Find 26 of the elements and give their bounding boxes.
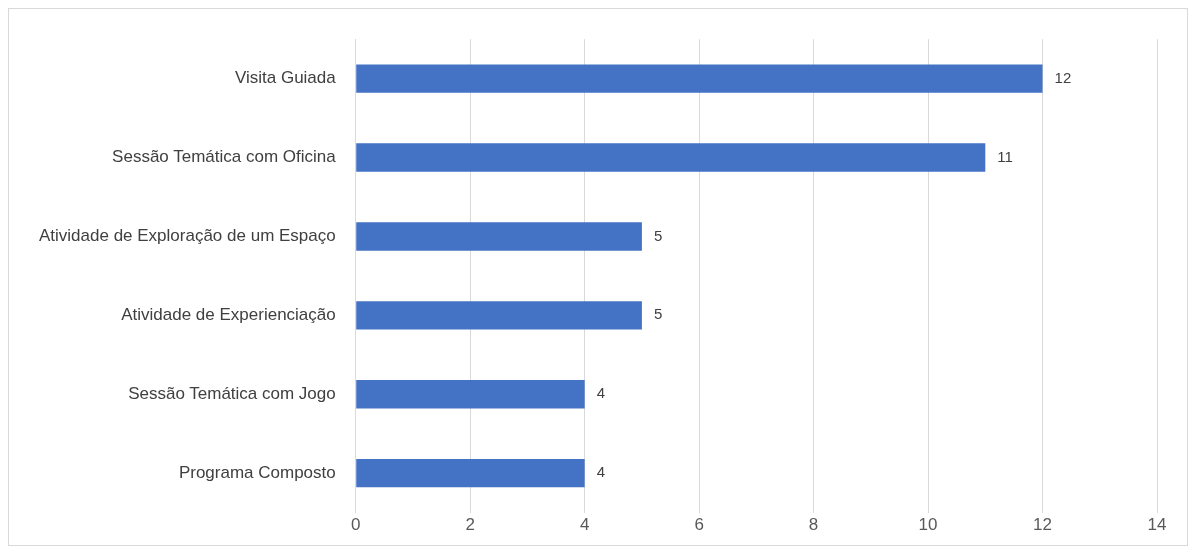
x-tick-label: 12 [1033, 515, 1052, 535]
x-tick-label: 14 [1147, 515, 1167, 535]
data-label: 4 [596, 463, 606, 481]
y-tick-label: Sessão Temática com Oficina [112, 147, 337, 167]
bar [356, 64, 1043, 93]
bar [356, 222, 642, 251]
x-tick-label: 4 [579, 515, 590, 535]
data-label: 12 [1054, 68, 1072, 86]
bar [356, 301, 642, 330]
x-tick-label: 0 [351, 515, 361, 535]
y-tick-label: Visita Guiada [234, 68, 337, 88]
data-label: 5 [653, 305, 663, 323]
bar [356, 458, 585, 488]
data-label: 11 [997, 147, 1013, 165]
bar [356, 380, 585, 409]
bar [356, 143, 986, 172]
x-tick-label: 8 [808, 515, 819, 535]
y-tick-label: Atividade de Experienciação [121, 305, 336, 325]
data-label: 5 [653, 226, 663, 244]
x-tick-label: 6 [694, 515, 704, 535]
x-tick-label: 10 [918, 515, 938, 535]
x-tick-label: 2 [465, 515, 475, 535]
y-tick-label: Atividade de Exploração de um Espaço [38, 226, 336, 246]
y-tick-label: Programa Composto [178, 462, 336, 482]
y-tick-label: Sessão Temática com Jogo [128, 383, 336, 403]
data-label: 4 [596, 384, 606, 402]
